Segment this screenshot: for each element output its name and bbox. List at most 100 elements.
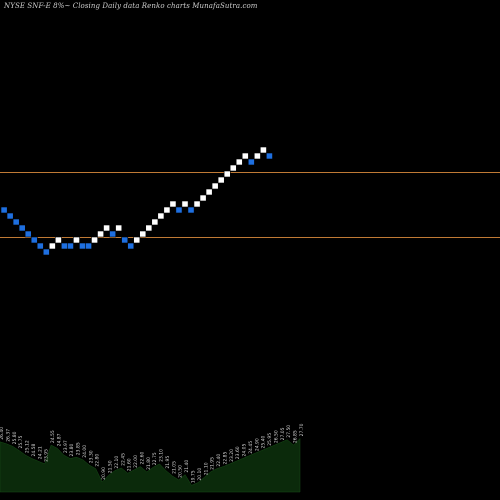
renko-brick-2 (12, 218, 20, 226)
volume-labels: 26.40 26.37 25.80 25.75 25.12 24.58 24.21 23.95… (0, 423, 305, 483)
renko-brick-22 (133, 236, 141, 244)
renko-brick-19 (115, 224, 123, 232)
volume-label-28: 20.50 (178, 465, 184, 478)
renko-brick-36 (217, 176, 225, 184)
renko-brick-8 (48, 242, 56, 250)
volume-label-2: 25.80 (12, 431, 18, 444)
renko-brick-28 (169, 200, 177, 208)
volume-label-44: 27.05 (280, 427, 286, 440)
volume-label-42: 25.95 (267, 433, 273, 446)
volume-label-17: 21.50 (108, 460, 114, 473)
volume-label-11: 23.80 (69, 443, 75, 456)
volume-label-10: 23.97 (63, 440, 69, 453)
renko-bricks (0, 146, 273, 256)
volume-label-22: 22.60 (139, 451, 145, 464)
renko-brick-26 (157, 212, 165, 220)
renko-brick-35 (211, 182, 219, 190)
renko-brick-18 (109, 230, 117, 238)
volume-label-14: 23.30 (88, 450, 94, 463)
renko-brick-6 (36, 242, 44, 250)
renko-brick-39 (235, 158, 243, 166)
volume-label-32: 21.10 (203, 462, 209, 475)
renko-brick-25 (151, 218, 159, 226)
volume-label-20: 21.60 (127, 458, 133, 471)
renko-brick-11 (67, 242, 74, 250)
volume-label-47: 27.70 (299, 423, 305, 436)
volume-label-21: 22.00 (133, 455, 139, 468)
volume-label-16: 20.90 (101, 467, 107, 480)
volume-label-43: 26.50 (274, 430, 280, 443)
renko-brick-4 (24, 230, 32, 238)
renko-brick-1 (6, 212, 14, 220)
volume-label-9: 24.87 (56, 433, 62, 446)
renko-brick-14 (85, 242, 92, 250)
renko-brick-20 (121, 236, 129, 244)
renko-brick-24 (145, 224, 153, 232)
reference-lines (0, 172, 500, 238)
renko-brick-21 (127, 242, 135, 250)
renko-brick-30 (181, 200, 189, 208)
volume-label-7: 23.95 (44, 449, 50, 462)
volume-label-4: 25.12 (25, 440, 31, 453)
renko-brick-32 (193, 200, 201, 208)
volume-label-0: 26.40 (0, 427, 5, 440)
volume-label-18: 22.10 (114, 456, 120, 469)
volume-label-30: 19.75 (191, 470, 197, 483)
volume-label-12: 23.85 (76, 442, 82, 455)
volume-label-5: 24.58 (31, 443, 37, 456)
renko-brick-7 (42, 248, 50, 256)
volume-label-19: 22.45 (120, 453, 126, 466)
volume-label-46: 26.85 (293, 430, 299, 443)
renko-brick-38 (229, 164, 237, 172)
renko-brick-34 (205, 188, 213, 196)
renko-brick-44 (266, 152, 273, 160)
volume-panel (0, 437, 301, 493)
volume-label-34: 22.40 (216, 454, 222, 467)
renko-brick-40 (241, 152, 249, 160)
volume-label-24: 22.75 (152, 452, 158, 465)
renko-brick-23 (139, 230, 147, 238)
volume-label-36: 23.20 (229, 449, 235, 462)
volume-label-38: 24.05 (242, 443, 248, 456)
volume-label-6: 24.21 (37, 446, 43, 459)
renko-brick-37 (223, 170, 231, 178)
renko-brick-5 (30, 236, 38, 244)
volume-label-29: 21.40 (184, 460, 190, 473)
volume-area (0, 437, 301, 493)
renko-brick-3 (18, 224, 26, 232)
renko-brick-15 (91, 236, 98, 244)
volume-label-39: 24.45 (248, 441, 254, 454)
volume-label-45: 27.50 (286, 425, 292, 438)
volume-label-37: 23.60 (235, 446, 241, 459)
volume-label-13: 24.00 (82, 445, 88, 458)
volume-label-33: 21.95 (210, 457, 216, 470)
renko-brick-17 (103, 224, 111, 232)
volume-label-35: 22.85 (222, 451, 228, 464)
renko-brick-27 (163, 206, 171, 214)
renko-brick-0 (0, 206, 8, 214)
renko-brick-41 (247, 158, 255, 166)
volume-label-1: 26.37 (5, 429, 11, 442)
volume-label-25: 23.10 (159, 449, 165, 462)
renko-brick-13 (79, 242, 86, 250)
renko-brick-10 (60, 242, 68, 250)
renko-brick-16 (97, 230, 104, 238)
chart-title: NYSE SNF-E 8%~ Closing Daily data Renko … (4, 2, 258, 10)
volume-label-41: 25.40 (261, 435, 267, 448)
renko-brick-31 (187, 206, 195, 214)
volume-label-26: 21.95 (165, 456, 171, 469)
volume-label-40: 24.90 (254, 438, 260, 451)
volume-label-23: 21.80 (146, 457, 152, 470)
renko-brick-43 (259, 146, 267, 154)
volume-label-27: 21.05 (171, 461, 177, 474)
renko-brick-9 (54, 236, 62, 244)
volume-label-8: 24.55 (50, 430, 56, 443)
renko-brick-42 (253, 152, 261, 160)
renko-brick-12 (73, 236, 80, 244)
renko-brick-33 (199, 194, 207, 202)
renko-brick-29 (175, 206, 183, 214)
volume-label-3: 25.75 (18, 435, 24, 448)
volume-label-31: 20.10 (197, 468, 203, 481)
